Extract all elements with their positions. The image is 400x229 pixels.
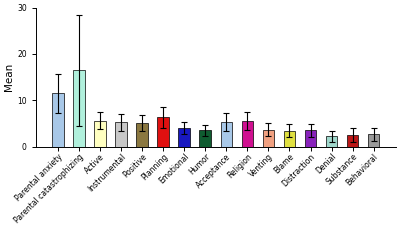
- Bar: [220, 122, 232, 147]
- Bar: [200, 130, 211, 147]
- Bar: [178, 128, 190, 147]
- Bar: [368, 134, 380, 147]
- Bar: [157, 117, 169, 147]
- Y-axis label: Mean: Mean: [4, 63, 14, 91]
- Bar: [326, 136, 337, 147]
- Bar: [94, 121, 106, 147]
- Bar: [52, 93, 64, 147]
- Bar: [73, 70, 85, 147]
- Bar: [136, 123, 148, 147]
- Bar: [242, 121, 253, 147]
- Bar: [347, 135, 358, 147]
- Bar: [284, 131, 295, 147]
- Bar: [115, 123, 127, 147]
- Bar: [305, 130, 316, 147]
- Bar: [263, 130, 274, 147]
